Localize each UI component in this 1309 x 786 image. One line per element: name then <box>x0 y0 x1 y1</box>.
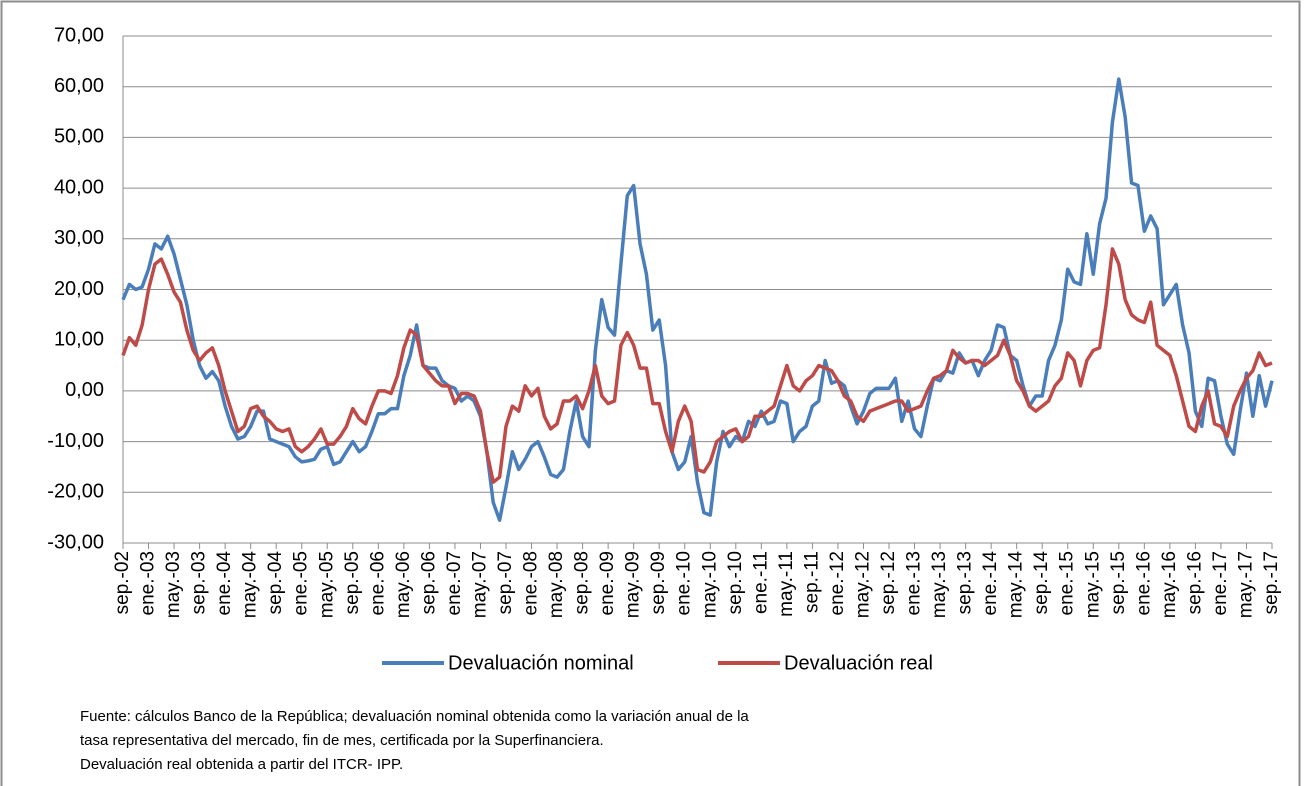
y-tick-label: 20,00 <box>54 278 104 300</box>
x-tick-label: sep.-05 <box>342 551 363 614</box>
y-tick-label: -20,00 <box>47 481 104 503</box>
x-tick-label: may.-10 <box>699 551 720 618</box>
x-tick-label: may.-08 <box>546 551 567 618</box>
x-tick-label: may.-15 <box>1082 551 1103 618</box>
series-line <box>121 247 1273 484</box>
x-tick-label: sep.-08 <box>572 551 593 614</box>
note: tasa representativa del mercado, fin de … <box>80 732 604 749</box>
x-tick-label: ene.-10 <box>674 551 695 615</box>
x-tick-label: sep.-02 <box>112 551 133 614</box>
x-tick-label: may.-03 <box>163 551 184 618</box>
x-tick-label: ene.-13 <box>904 551 925 615</box>
x-tick-label: may.-16 <box>1159 551 1180 618</box>
x-tick-label: ene.-07 <box>444 551 465 615</box>
x-tick-label: ene.-05 <box>291 551 312 615</box>
x-tick-label: ene.-09 <box>597 551 618 615</box>
x-tick-label: may.-13 <box>929 551 950 618</box>
x-tick-label: ene.-14 <box>980 551 1001 616</box>
y-tick-label: 0,00 <box>65 379 104 401</box>
x-tick-label: sep.-04 <box>265 551 286 615</box>
legend-label: Devaluación real <box>784 652 933 674</box>
y-tick-label: -10,00 <box>47 430 104 452</box>
x-tick-label: ene.-03 <box>138 551 159 615</box>
series-line <box>121 77 1274 522</box>
note: Devaluación real obtenida a partir del I… <box>80 756 403 773</box>
x-tick-label: may.-05 <box>316 551 337 618</box>
x-tick-label: ene.-16 <box>1133 551 1154 615</box>
x-tick-label: may.-14 <box>1006 551 1027 619</box>
x-tick-label: sep.-12 <box>878 551 899 614</box>
x-tick-label: sep.-10 <box>725 551 746 614</box>
y-tick-label: 70,00 <box>54 24 104 46</box>
x-tick-label: ene.-15 <box>1057 551 1078 615</box>
x-tick-label: ene.-11 <box>750 551 771 614</box>
y-tick-label: 10,00 <box>54 328 104 350</box>
note: Fuente: cálculos Banco de la República; … <box>80 708 749 725</box>
y-tick-label: 30,00 <box>54 227 104 249</box>
x-tick-label: ene.-17 <box>1210 551 1231 615</box>
x-tick-label: ene.-12 <box>827 551 848 615</box>
x-tick-label: sep.-09 <box>648 551 669 614</box>
x-tick-label: sep.-03 <box>189 551 210 614</box>
x-tick-label: may.-17 <box>1235 551 1256 618</box>
y-tick-label: 60,00 <box>54 75 104 97</box>
y-tick-label: 50,00 <box>54 126 104 148</box>
x-tick-label: may.-07 <box>469 551 490 618</box>
x-tick-label: ene.-04 <box>214 551 235 616</box>
legend-label: Devaluación nominal <box>448 652 634 674</box>
x-tick-label: ene.-08 <box>521 551 542 615</box>
x-tick-label: sep.-16 <box>1184 551 1205 614</box>
x-tick-label: may.-09 <box>623 551 644 618</box>
x-tick-label: may.-06 <box>393 551 414 618</box>
x-tick-label: sep.-17 <box>1261 551 1282 614</box>
x-tick-label: may.-04 <box>240 551 261 619</box>
x-tick-label: sep.-15 <box>1108 551 1129 614</box>
x-tick-label: ene.-06 <box>367 551 388 615</box>
x-tick-label: sep.-06 <box>418 551 439 614</box>
x-tick-label: sep.-14 <box>1031 551 1052 615</box>
y-tick-label: 40,00 <box>54 176 104 198</box>
x-tick-label: may.-12 <box>852 551 873 618</box>
y-tick-label: -30,00 <box>47 531 104 553</box>
x-tick-label: sep.-07 <box>495 551 516 614</box>
x-tick-label: sep.-11 <box>801 551 822 613</box>
x-tick-label: sep.-13 <box>955 551 976 614</box>
x-tick-label: may.-11 <box>776 551 797 617</box>
